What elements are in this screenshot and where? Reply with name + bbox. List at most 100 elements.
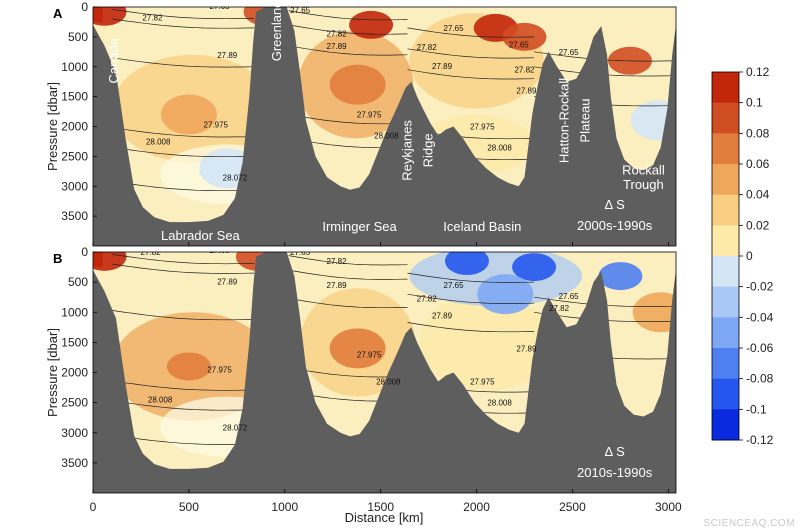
region-label: Canada	[106, 37, 121, 83]
x-tick-label: 3000	[655, 500, 682, 514]
isopycnal-label: 27.975	[357, 111, 382, 120]
x-tick-label: 1500	[367, 500, 394, 514]
colorbar-swatch	[712, 164, 739, 196]
x-tick-label: 2500	[559, 500, 586, 514]
panel-label: A	[53, 6, 63, 21]
colorbar-tick-label: -0.06	[746, 341, 774, 355]
panels: 27.6527.8227.8927.97528.00828.07227.6527…	[45, 0, 682, 514]
isopycnal-label: 27.82	[417, 294, 438, 303]
y-tick-label: 1000	[61, 60, 88, 74]
x-tick-label: 500	[179, 500, 199, 514]
y-tick-label: 1500	[61, 90, 88, 104]
y-tick-label: 500	[68, 275, 88, 289]
y-tick-label: 0	[81, 245, 88, 259]
colorbar-tick-label: 0.12	[746, 65, 770, 79]
isopycnal-label: 27.82	[327, 29, 348, 38]
surface-edge	[93, 7, 103, 22]
isopycnal-label: 27.82	[327, 257, 348, 266]
isopycnal-line	[112, 310, 255, 321]
region-label: Rockall	[622, 162, 665, 177]
isopycnal-line	[407, 27, 535, 38]
y-axis-label: Pressure [dbar]	[45, 82, 60, 171]
isopycnal-label: 27.975	[207, 366, 232, 375]
bathymetry	[93, 252, 676, 493]
colorbar-tick-label: 0.02	[746, 218, 770, 232]
watermark: SCIENCEAQ.COM	[703, 518, 795, 529]
isopycnal-label: 27.89	[217, 278, 238, 287]
colorbar-swatch	[712, 409, 739, 441]
colorbar-swatch	[712, 133, 739, 165]
region-label: Trough	[623, 177, 664, 192]
isopycnal-line	[288, 114, 408, 125]
isopycnal-line	[407, 272, 535, 283]
isopycnal-label: 27.65	[444, 24, 465, 33]
isopycnal-label: 27.89	[516, 344, 537, 353]
colorbar-tick-label: -0.02	[746, 280, 774, 294]
region-label: Plateau	[578, 98, 593, 142]
bathymetry	[93, 7, 676, 246]
y-tick-label: 2500	[61, 396, 88, 410]
colorbar-swatch	[712, 225, 739, 257]
x-tick-label: 2000	[463, 500, 490, 514]
isopycnal-label: 28.008	[146, 137, 171, 146]
isopycnal-line	[112, 263, 255, 274]
isopycnal-label: 27.89	[327, 42, 348, 51]
isopycnal-label: 27.82	[141, 248, 162, 257]
colorbar-tick-label: 0.04	[746, 188, 770, 202]
period-label: 2000s-1990s	[577, 218, 653, 233]
isopycnal-label: 27.82	[417, 43, 438, 52]
isopycnal-label: 28.008	[487, 399, 512, 408]
isopycnal-line	[288, 24, 408, 35]
x-tick-label: 1000	[271, 500, 298, 514]
y-tick-label: 3500	[61, 209, 88, 223]
isopycnal-label: 27.975	[204, 121, 229, 130]
isopycnal-label: 27.65	[290, 6, 311, 15]
isopycnal-label: 27.975	[470, 122, 495, 131]
isopycnal-label: 27.65	[444, 281, 465, 290]
delta-s-hotspot	[349, 10, 394, 39]
isopycnal-label: 27.65	[559, 48, 580, 57]
field-wash	[419, 294, 554, 391]
delta-s-hotspot	[93, 252, 127, 271]
isopycnal-line	[112, 147, 255, 158]
isopycnal-label: 28.008	[374, 131, 399, 140]
delta-s-hotspot	[329, 64, 386, 105]
isopycnal-line	[112, 18, 255, 29]
colorbar-swatch	[712, 102, 739, 134]
isopycnal-label: 27.975	[470, 378, 495, 387]
panel-B: 27.82 27.65 27.89 27.975 28.008 28.072 27.65 27…	[45, 245, 682, 514]
colorbar-tick-label: 0.06	[746, 157, 770, 171]
colorbar-tick-label: 0	[746, 249, 753, 263]
isopycnal-label: 27.65	[509, 41, 530, 50]
colorbar-tick-label: -0.12	[746, 433, 774, 447]
colorbar-tick-label: -0.04	[746, 310, 774, 324]
delta-s-label: Δ S	[605, 197, 626, 212]
colorbar-swatch	[712, 348, 739, 380]
y-tick-label: 2500	[61, 149, 88, 163]
isopycnal-line	[407, 293, 535, 304]
y-tick-label: 2000	[61, 120, 88, 134]
delta-s-hotspot	[444, 252, 489, 276]
period-label: 2010s-1990s	[577, 465, 653, 480]
delta-s-hotspot	[632, 292, 676, 333]
delta-s-hotspot	[630, 100, 676, 141]
isopycnal-line	[112, 57, 255, 68]
region-label: Labrador Sea	[161, 228, 241, 243]
x-tick-label: 0	[90, 500, 97, 514]
isopycnal-line	[112, 434, 255, 445]
isopycnal-label: 27.65	[210, 246, 231, 255]
isopycnal-line	[112, 380, 255, 391]
isopycnal-label: 27.89	[516, 87, 537, 96]
delta-s-hotspot	[166, 352, 211, 381]
panel-label: B	[53, 251, 62, 266]
isopycnal-label: 27.65	[210, 2, 231, 11]
isopycnal-line	[112, 400, 255, 411]
y-tick-label: 2000	[61, 366, 88, 380]
isopycnal-label: 27.82	[142, 14, 163, 23]
colorbar-swatch	[712, 72, 739, 104]
isopycnal-line	[288, 255, 408, 266]
isopycnal-label: 28.008	[487, 143, 512, 152]
y-tick-label: 1500	[61, 335, 88, 349]
colorbar-swatch	[712, 378, 739, 410]
isopycnal-line	[407, 69, 535, 80]
